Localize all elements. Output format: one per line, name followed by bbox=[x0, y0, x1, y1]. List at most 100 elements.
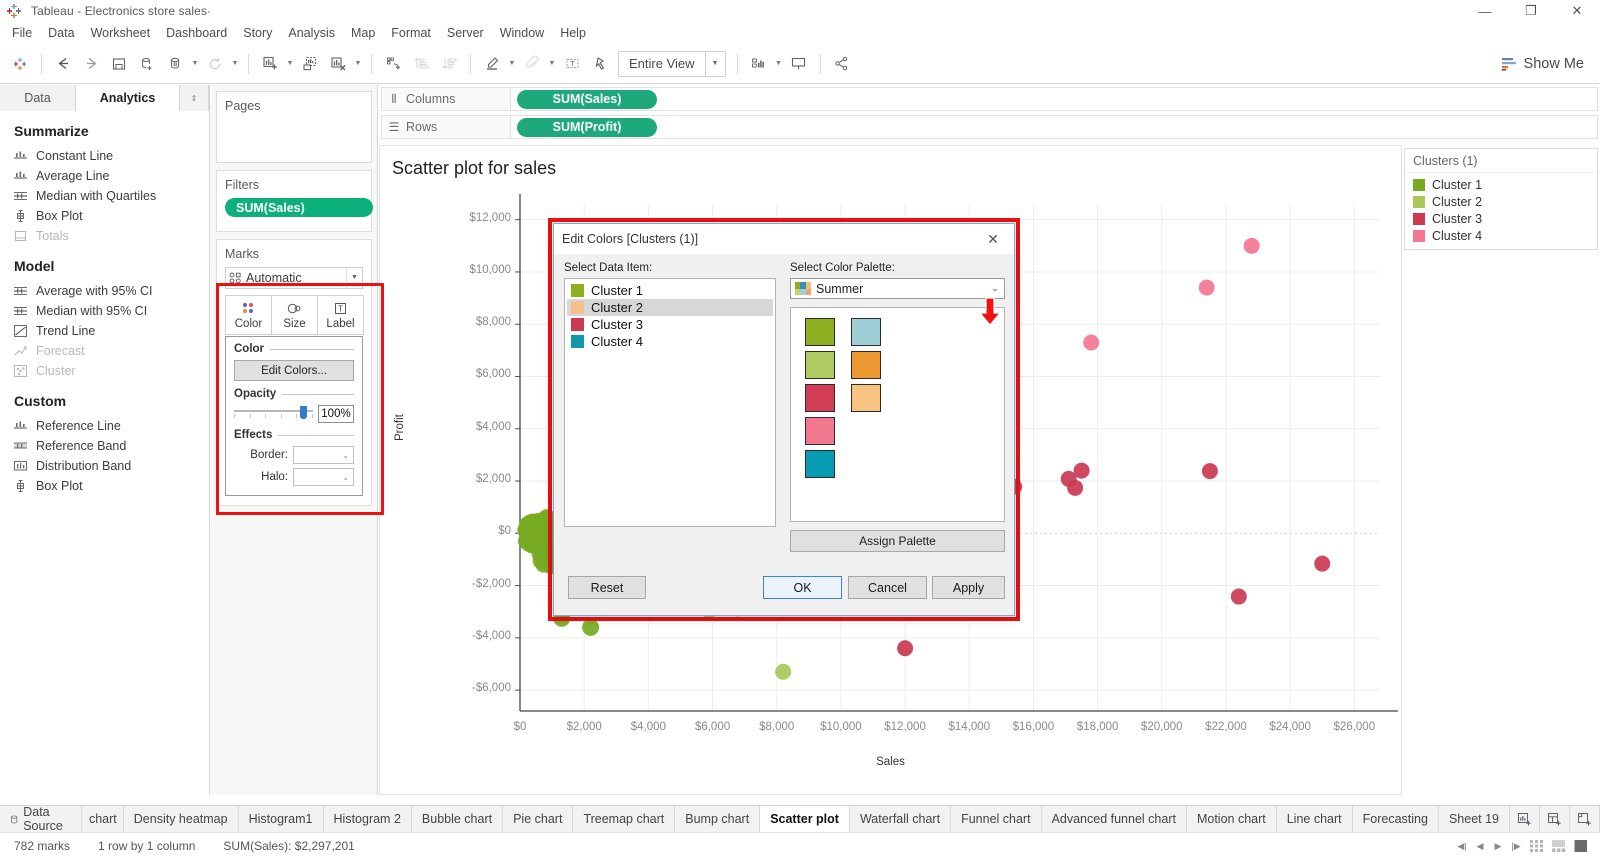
sheet-tab-funnel-chart[interactable]: Funnel chart bbox=[951, 806, 1042, 832]
opacity-value-field[interactable]: 100% bbox=[318, 405, 354, 423]
sheet-tab-advanced-funnel-chart[interactable]: Advanced funnel chart bbox=[1041, 806, 1187, 832]
clear-sheet-icon[interactable] bbox=[324, 50, 352, 78]
menu-server[interactable]: Server bbox=[446, 26, 484, 40]
assign-palette-button[interactable]: Assign Palette bbox=[790, 530, 1005, 552]
menu-help[interactable]: Help bbox=[560, 26, 586, 40]
slider-thumb[interactable] bbox=[300, 406, 307, 419]
new-data-source-icon[interactable] bbox=[133, 50, 161, 78]
sidebar-tab-analytics[interactable]: Analytics bbox=[76, 85, 180, 111]
show-grid-icon[interactable] bbox=[1530, 839, 1546, 853]
share-icon[interactable] bbox=[828, 50, 856, 78]
sheet-tab-waterfall-chart[interactable]: Waterfall chart bbox=[849, 806, 952, 832]
analytics-item-box-plot[interactable]: Box Plot bbox=[0, 206, 209, 226]
next-page-icon[interactable]: ▶ bbox=[1494, 840, 1502, 851]
maximize-button[interactable]: ❐ bbox=[1525, 3, 1537, 18]
data-item-row-2[interactable]: Cluster 2 bbox=[567, 299, 773, 316]
menu-format[interactable]: Format bbox=[391, 26, 431, 40]
palette-swatch-2[interactable] bbox=[851, 318, 881, 346]
analytics-item-median-with-95-ci[interactable]: Median with 95% CI bbox=[0, 301, 209, 321]
fix-axes-icon[interactable] bbox=[586, 50, 614, 78]
data-item-list[interactable]: Cluster 1 Cluster 2 Cluster 3 Cluster 4 bbox=[564, 278, 776, 527]
menu-map[interactable]: Map bbox=[350, 26, 376, 40]
new-worksheet-icon[interactable] bbox=[1510, 806, 1540, 832]
analytics-item-box-plot[interactable]: Box Plot bbox=[0, 476, 209, 496]
show-hide-cards-icon[interactable] bbox=[745, 50, 773, 78]
sheet-tab-sheet-19[interactable]: Sheet 19 bbox=[1438, 806, 1510, 832]
swap-rows-columns-icon[interactable] bbox=[379, 50, 407, 78]
palette-swatch-5[interactable] bbox=[805, 384, 835, 412]
rows-pill-sum-profit[interactable]: SUM(Profit) bbox=[517, 117, 657, 137]
palette-swatch-1[interactable] bbox=[805, 318, 835, 346]
chevron-down-icon[interactable]: ▼ bbox=[548, 60, 556, 67]
marks-type-select[interactable]: Automatic ▼ bbox=[225, 267, 363, 289]
chevron-down-icon[interactable]: ▼ bbox=[508, 60, 516, 67]
close-icon[interactable]: ✕ bbox=[987, 230, 999, 247]
sheet-tab-treemap-chart[interactable]: Treemap chart bbox=[573, 806, 676, 832]
save-icon[interactable] bbox=[105, 50, 133, 78]
ok-button[interactable]: OK bbox=[763, 576, 842, 599]
presentation-mode-icon[interactable] bbox=[785, 50, 813, 78]
menu-analysis[interactable]: Analysis bbox=[288, 26, 335, 40]
minimize-button[interactable]: — bbox=[1478, 3, 1492, 19]
reset-button[interactable]: Reset bbox=[568, 576, 646, 599]
view-size-select[interactable]: Entire View ▼ bbox=[618, 50, 726, 77]
swatch-grid[interactable] bbox=[805, 318, 1004, 478]
opacity-slider[interactable] bbox=[234, 406, 313, 422]
sidebar-resize-grip[interactable]: ⇕ bbox=[180, 85, 209, 111]
columns-pill-sum-sales[interactable]: SUM(Sales) bbox=[517, 89, 657, 109]
legend-item-4[interactable]: Cluster 4 bbox=[1405, 227, 1597, 244]
analytics-item-average-with-95-ci[interactable]: Average with 95% CI bbox=[0, 281, 209, 301]
sheet-tab-motion-chart[interactable]: Motion chart bbox=[1186, 806, 1277, 832]
duplicate-sheet-icon[interactable] bbox=[296, 50, 324, 78]
menu-file[interactable]: File bbox=[12, 26, 33, 40]
prev-page-icon[interactable]: ◀ bbox=[1476, 840, 1484, 851]
palette-swatch-9[interactable] bbox=[805, 450, 835, 478]
rows-drop-area[interactable]: SUM(Profit) bbox=[511, 115, 1598, 139]
chevron-down-icon[interactable]: ▼ bbox=[354, 60, 362, 67]
menu-story[interactable]: Story bbox=[243, 26, 273, 40]
back-arrow-icon[interactable] bbox=[49, 50, 77, 78]
chevron-down-icon[interactable]: ▼ bbox=[775, 60, 782, 67]
analytics-item-trend-line[interactable]: Trend Line bbox=[0, 321, 209, 341]
menu-data[interactable]: Data bbox=[48, 26, 75, 40]
sheet-tab-bump-chart[interactable]: Bump chart bbox=[675, 806, 761, 832]
new-story-icon[interactable] bbox=[1570, 806, 1600, 832]
halo-select[interactable]: ⌄ bbox=[293, 468, 354, 486]
analytics-item-average-line[interactable]: Average Line bbox=[0, 166, 209, 186]
analytics-item-reference-line[interactable]: Reference Line bbox=[0, 416, 209, 436]
sheet-tab-forecasting[interactable]: Forecasting bbox=[1352, 806, 1439, 832]
data-item-row-3[interactable]: Cluster 3 bbox=[567, 316, 773, 333]
apply-button[interactable]: Apply bbox=[932, 576, 1005, 599]
chevron-down-icon[interactable]: ▼ bbox=[346, 268, 362, 288]
chevron-down-icon[interactable]: ▼ bbox=[191, 60, 199, 67]
marks-size-button[interactable]: Size bbox=[271, 295, 318, 335]
data-source-tab[interactable]: Data Source bbox=[0, 805, 82, 833]
data-item-row-1[interactable]: Cluster 1 bbox=[567, 282, 773, 299]
sort-ascending-icon[interactable] bbox=[407, 50, 435, 78]
analytics-item-constant-line[interactable]: Constant Line bbox=[0, 146, 209, 166]
cancel-button[interactable]: Cancel bbox=[848, 576, 927, 599]
menu-window[interactable]: Window bbox=[499, 26, 545, 40]
data-item-row-4[interactable]: Cluster 4 bbox=[567, 333, 773, 350]
show-me-button[interactable]: Show Me bbox=[1497, 52, 1588, 76]
analytics-item-reference-band[interactable]: Reference Band bbox=[0, 436, 209, 456]
sheet-tab-density-heatmap[interactable]: Density heatmap bbox=[123, 806, 239, 832]
legend-item-2[interactable]: Cluster 2 bbox=[1405, 193, 1597, 210]
close-button[interactable]: ✕ bbox=[1571, 3, 1583, 18]
sheet-tab-scatter-plot[interactable]: Scatter plot bbox=[760, 806, 850, 832]
show-mark-labels-icon[interactable]: T bbox=[558, 50, 586, 78]
border-select[interactable]: ⌄ bbox=[293, 446, 354, 464]
chevron-down-icon[interactable]: ⌄ bbox=[991, 283, 999, 293]
last-page-icon[interactable]: |▶ bbox=[1511, 840, 1521, 851]
palette-swatch-6[interactable] bbox=[851, 384, 881, 412]
attach-icon[interactable] bbox=[518, 50, 546, 78]
first-page-icon[interactable]: ◀| bbox=[1457, 840, 1467, 851]
edit-colors-button[interactable]: Edit Colors... bbox=[234, 360, 354, 381]
legend-item-3[interactable]: Cluster 3 bbox=[1405, 210, 1597, 227]
analytics-item-distribution-band[interactable]: Distribution Band bbox=[0, 456, 209, 476]
show-filmstrip-icon[interactable] bbox=[1552, 839, 1568, 853]
menu-worksheet[interactable]: Worksheet bbox=[90, 26, 151, 40]
sort-descending-icon[interactable] bbox=[435, 50, 463, 78]
show-sheet-icon[interactable] bbox=[1574, 839, 1590, 853]
chevron-down-icon[interactable]: ▼ bbox=[286, 60, 294, 67]
